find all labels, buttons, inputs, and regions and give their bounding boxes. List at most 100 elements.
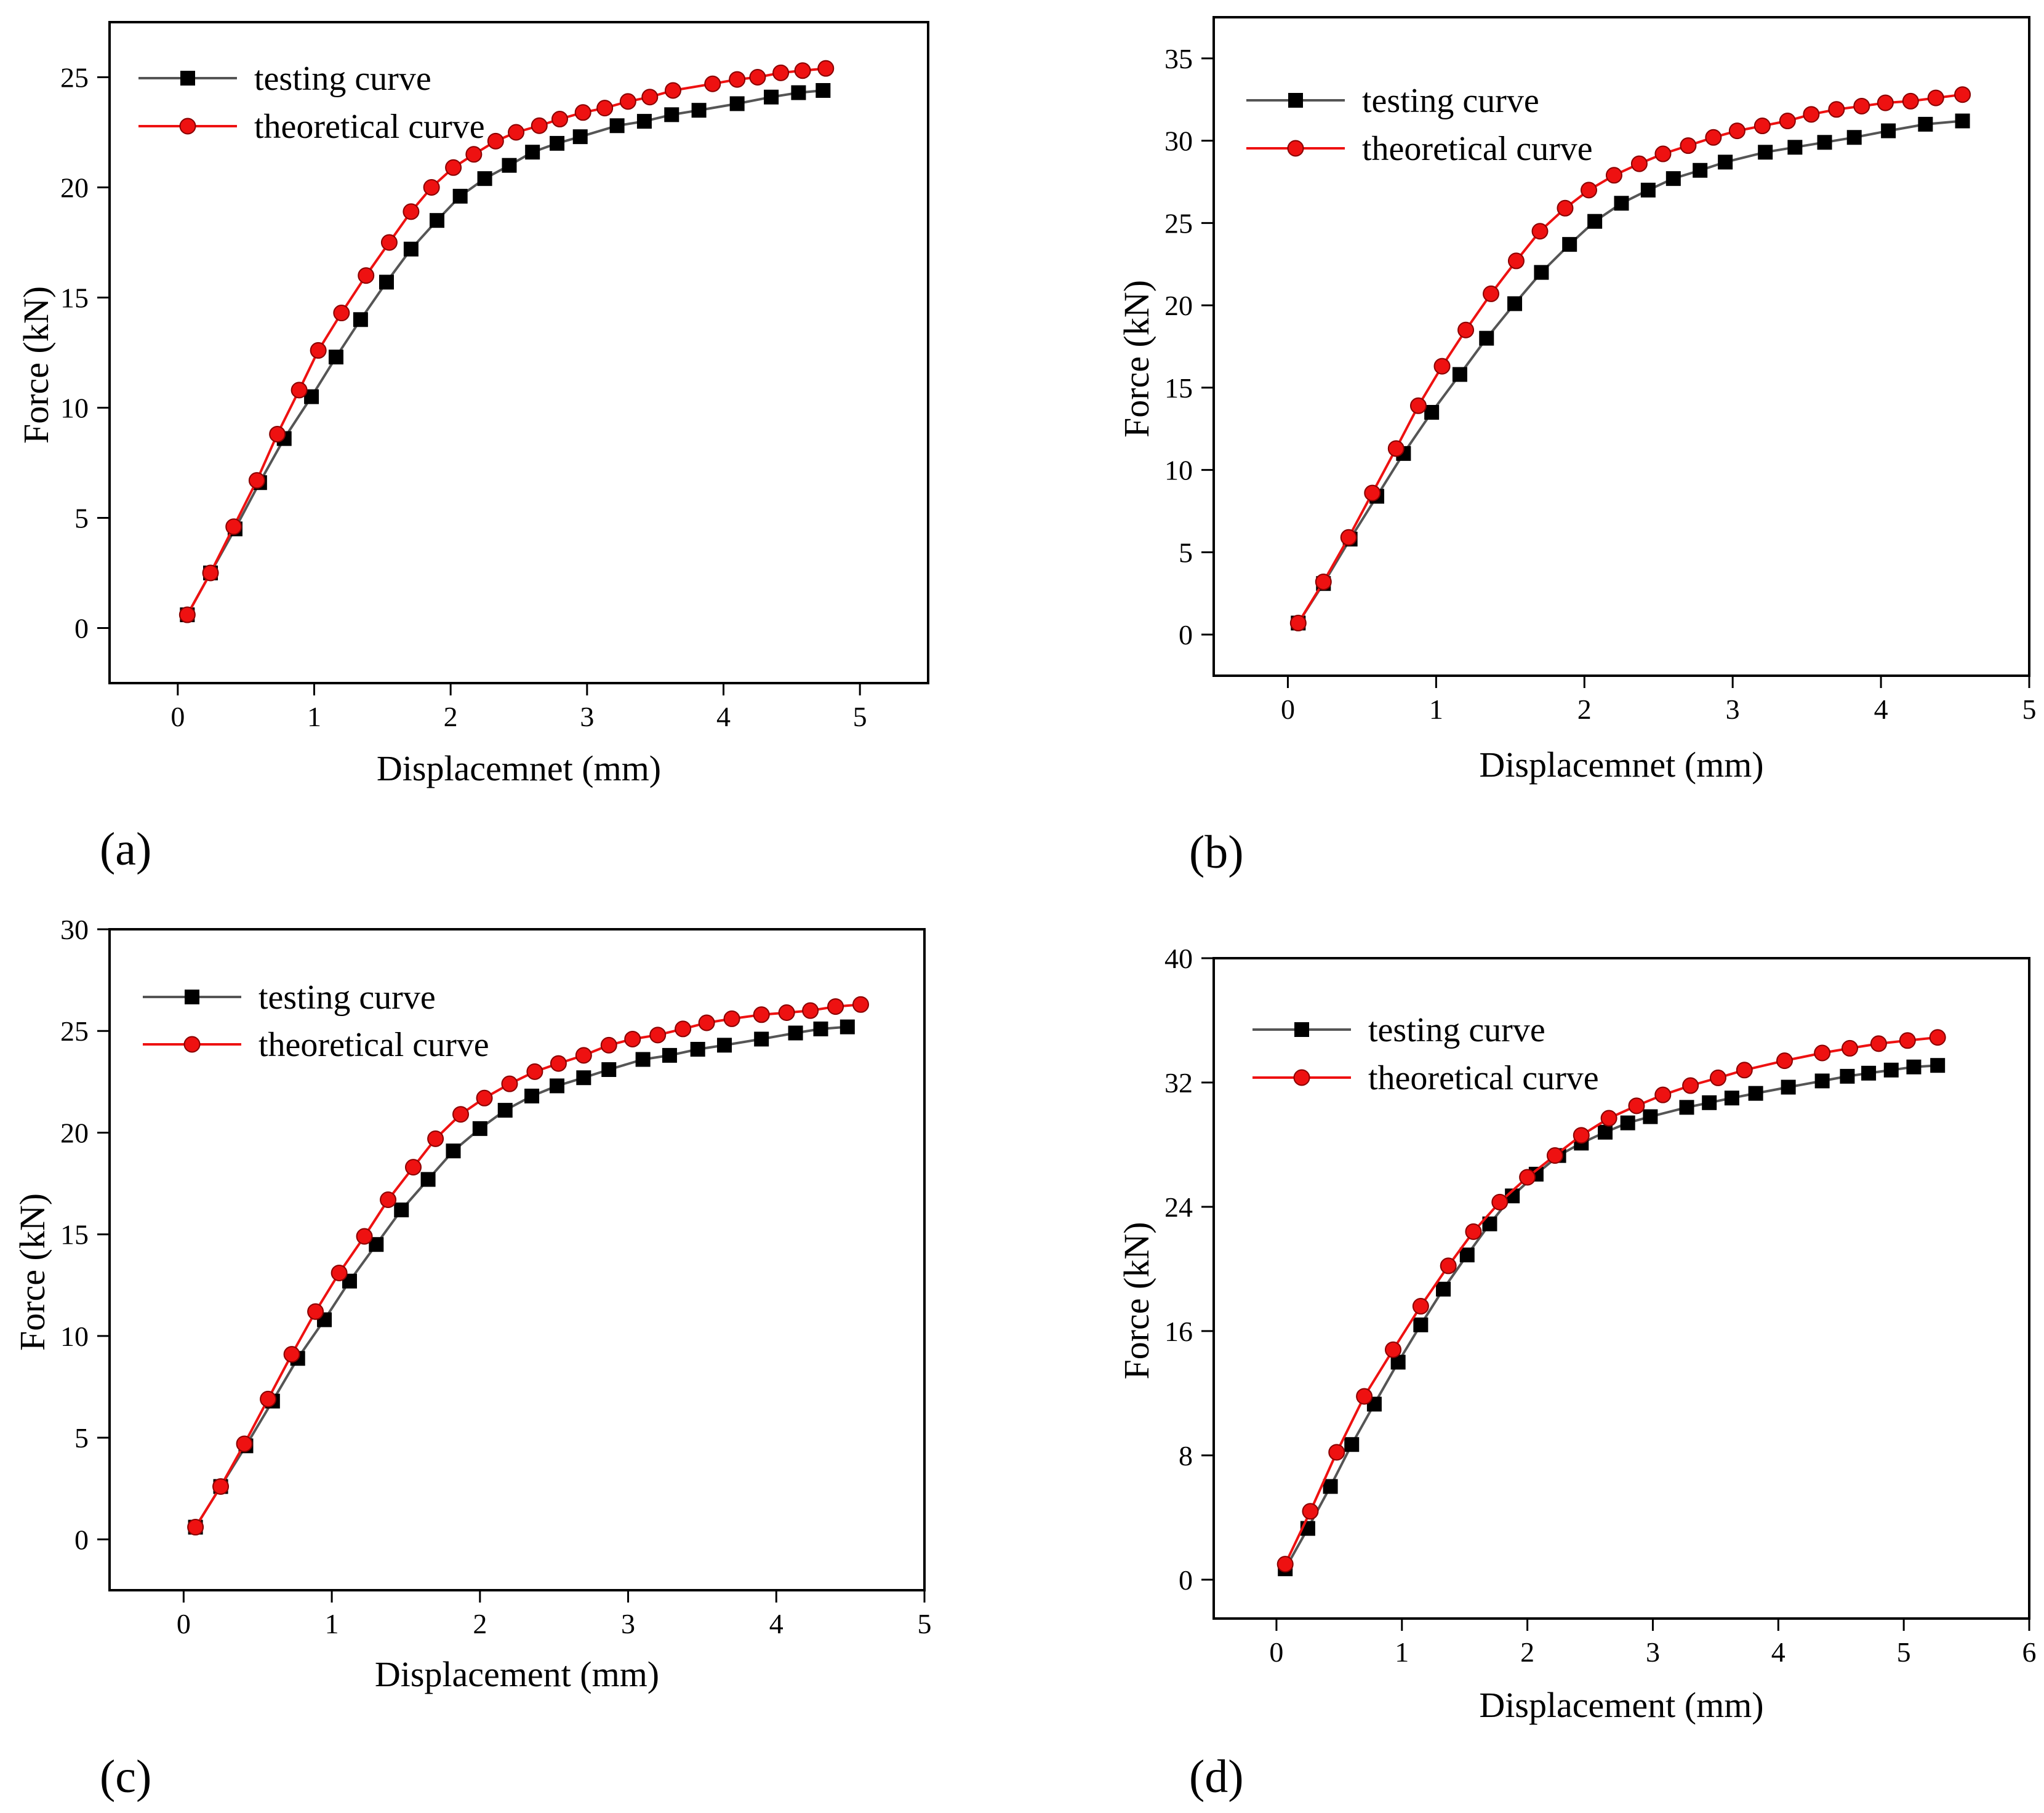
panel-d-y-axis-title: Force (kN) (1116, 1222, 1156, 1379)
panel-d-testing-point (1344, 1437, 1360, 1452)
panel-b-theoretical-point (1779, 113, 1796, 130)
panel-a-axes: 0 1 2 3 4 5 0 5 10 15 20 25 (60, 62, 867, 733)
panel-d-legend-marker-theoretical (1293, 1069, 1310, 1086)
panel-b-testing-point (1693, 162, 1708, 178)
panel-a-testing-point (452, 188, 468, 204)
panel-a-y-tick-label: 20 (60, 172, 89, 204)
panel-b-legend-label-testing: testing curve (1362, 82, 1539, 120)
panel-a-theoretical-point (619, 93, 636, 110)
panel-a-testing-point (636, 114, 652, 129)
panel-c-testing-point (635, 1052, 651, 1067)
panel-d-theoretical-point (1899, 1032, 1916, 1049)
panel-d-theoretical-point (1328, 1444, 1345, 1461)
panel-d-testing-point (1620, 1115, 1635, 1131)
panel-a-legend-marker-testing (180, 71, 195, 86)
panel-b-x-tick-label: 5 (2022, 694, 2037, 725)
panel-b-theoretical-point (1457, 321, 1475, 338)
panel-d-x-tick-label: 1 (1395, 1636, 1409, 1668)
panel-a-testing-point (572, 129, 588, 145)
panel-a-theoretical-point (596, 100, 614, 117)
panel-c-x-tick-label: 2 (473, 1608, 487, 1639)
panel-b-testing-point (1534, 265, 1549, 280)
panel-d-testing-point (1413, 1317, 1429, 1332)
panel-d-testing-point (1883, 1062, 1899, 1078)
panel-d-testing-point (1781, 1079, 1796, 1095)
panel-c-legend-label-testing: testing curve (259, 979, 436, 1017)
panel-c-x-tick-label: 0 (177, 1608, 191, 1639)
panel-c-legend-marker-testing (185, 990, 199, 1004)
panel-a-theoretical-point (225, 518, 242, 535)
panel-c-testing-point (394, 1203, 409, 1218)
panel-b-theoretical-point (1557, 199, 1574, 217)
panel-c-x-tick-label: 5 (918, 1608, 932, 1639)
panel-c-x-tick-label: 1 (325, 1608, 339, 1639)
panel-c-theoretical-point (827, 998, 844, 1015)
panel-c-testing-point (472, 1121, 487, 1136)
panel-c-theoretical-line (194, 1003, 861, 1528)
panel-c-theoretical-point (575, 1047, 592, 1064)
panel-b-theoretical-point (1654, 145, 1672, 162)
panel-a-testing-point (609, 118, 625, 134)
panel-c-theoretical-point (212, 1478, 230, 1495)
panel-c-plot-frame (108, 928, 926, 1591)
panel-a-y-tick-label: 5 (74, 503, 89, 534)
panel-c-testing-point (524, 1088, 540, 1103)
panel-d-testing-point (1598, 1124, 1613, 1140)
panel-d-theoretical-point (1776, 1052, 1793, 1070)
panel-a-testing-point (791, 85, 806, 100)
panel-d-label: (d) (1189, 1751, 1244, 1803)
panel-d-plot-frame (1212, 957, 2030, 1620)
panel-b-y-tick-label: 25 (1164, 207, 1193, 239)
panel-a-testing-point (403, 241, 419, 257)
panel-a-y-tick-label: 0 (74, 613, 89, 644)
panel-c-y-axis-title: Force (kN) (12, 1193, 52, 1351)
panel-a-theoretical-point (487, 132, 504, 150)
panel-c-x-tick-label: 3 (621, 1608, 635, 1639)
panel-d-testing-point (1748, 1086, 1763, 1101)
panel-b-testing-line (1297, 119, 1963, 624)
panel-b-x-tick-label: 4 (1874, 694, 1888, 725)
panel-d-y-tick-label: 16 (1164, 1316, 1193, 1347)
panel-c-legend-marker-theoretical (183, 1036, 201, 1053)
panel-a-x-tick-label: 4 (716, 701, 731, 732)
panel-c-legend-item-testing: testing curve (143, 979, 436, 1017)
panel-b-theoretical-point (1340, 529, 1357, 546)
panel-b-theoretical-point (1853, 97, 1870, 114)
panel-d-theoretical-point (1929, 1029, 1946, 1046)
panel-c-theoretical-point (356, 1228, 373, 1245)
panel-c-y-tick-label: 25 (60, 1015, 89, 1047)
panel-b-y-tick-label: 30 (1164, 126, 1193, 157)
panel-c-legend-item-theoretical: theoretical curve (143, 1026, 489, 1064)
panel-a-x-tick-label: 0 (170, 701, 185, 732)
panel-d-testing-point (1459, 1247, 1475, 1263)
panel-b-theoretical-point (1581, 182, 1597, 199)
panel-b-theoretical-point (1877, 94, 1894, 111)
panel-d-legend: testing curve theoretical curve (1252, 1011, 1599, 1097)
panel-b-y-tick-label: 10 (1164, 455, 1193, 486)
panel-d-testing-line (1284, 1064, 1938, 1570)
panel-c-theoretical-point (723, 1010, 740, 1027)
panel-a-theoretical-point (749, 69, 766, 86)
panel-b-theoretical-point (1364, 484, 1381, 502)
panel-a-testing-point (764, 89, 779, 105)
panel-c-theoretical-point (283, 1346, 300, 1363)
panel-d-theoretical-point (1628, 1097, 1645, 1115)
panel-b-legend-item-theoretical: theoretical curve (1246, 130, 1593, 168)
panel-a-theoretical-point (817, 60, 835, 77)
panel-c-theoretical-point (600, 1036, 617, 1054)
panel-c-theoretical-point (675, 1020, 692, 1038)
panel-a-legend-label-testing: testing curve (254, 60, 431, 98)
panel-d: 0 1 2 3 4 5 6 0 8 16 24 32 40 Displacement (mm) Forc… (1116, 943, 2037, 1803)
panel-b-theoretical-point (1507, 252, 1525, 270)
panel-c-testing-point (754, 1031, 769, 1047)
panel-a-plot-frame (108, 21, 929, 684)
panel-d-testing-point (1840, 1068, 1855, 1084)
panel-a-y-axis-title: Force (kN) (16, 286, 56, 444)
panel-c-testing-point (813, 1021, 828, 1036)
panel-d-theoretical-point (1736, 1062, 1753, 1079)
panel-a-y-tick-label: 25 (60, 62, 89, 94)
panel-b-testing-point (1665, 171, 1681, 186)
panel-d-theoretical-point (1385, 1341, 1401, 1358)
panel-d-y-tick-label: 8 (1179, 1440, 1193, 1471)
